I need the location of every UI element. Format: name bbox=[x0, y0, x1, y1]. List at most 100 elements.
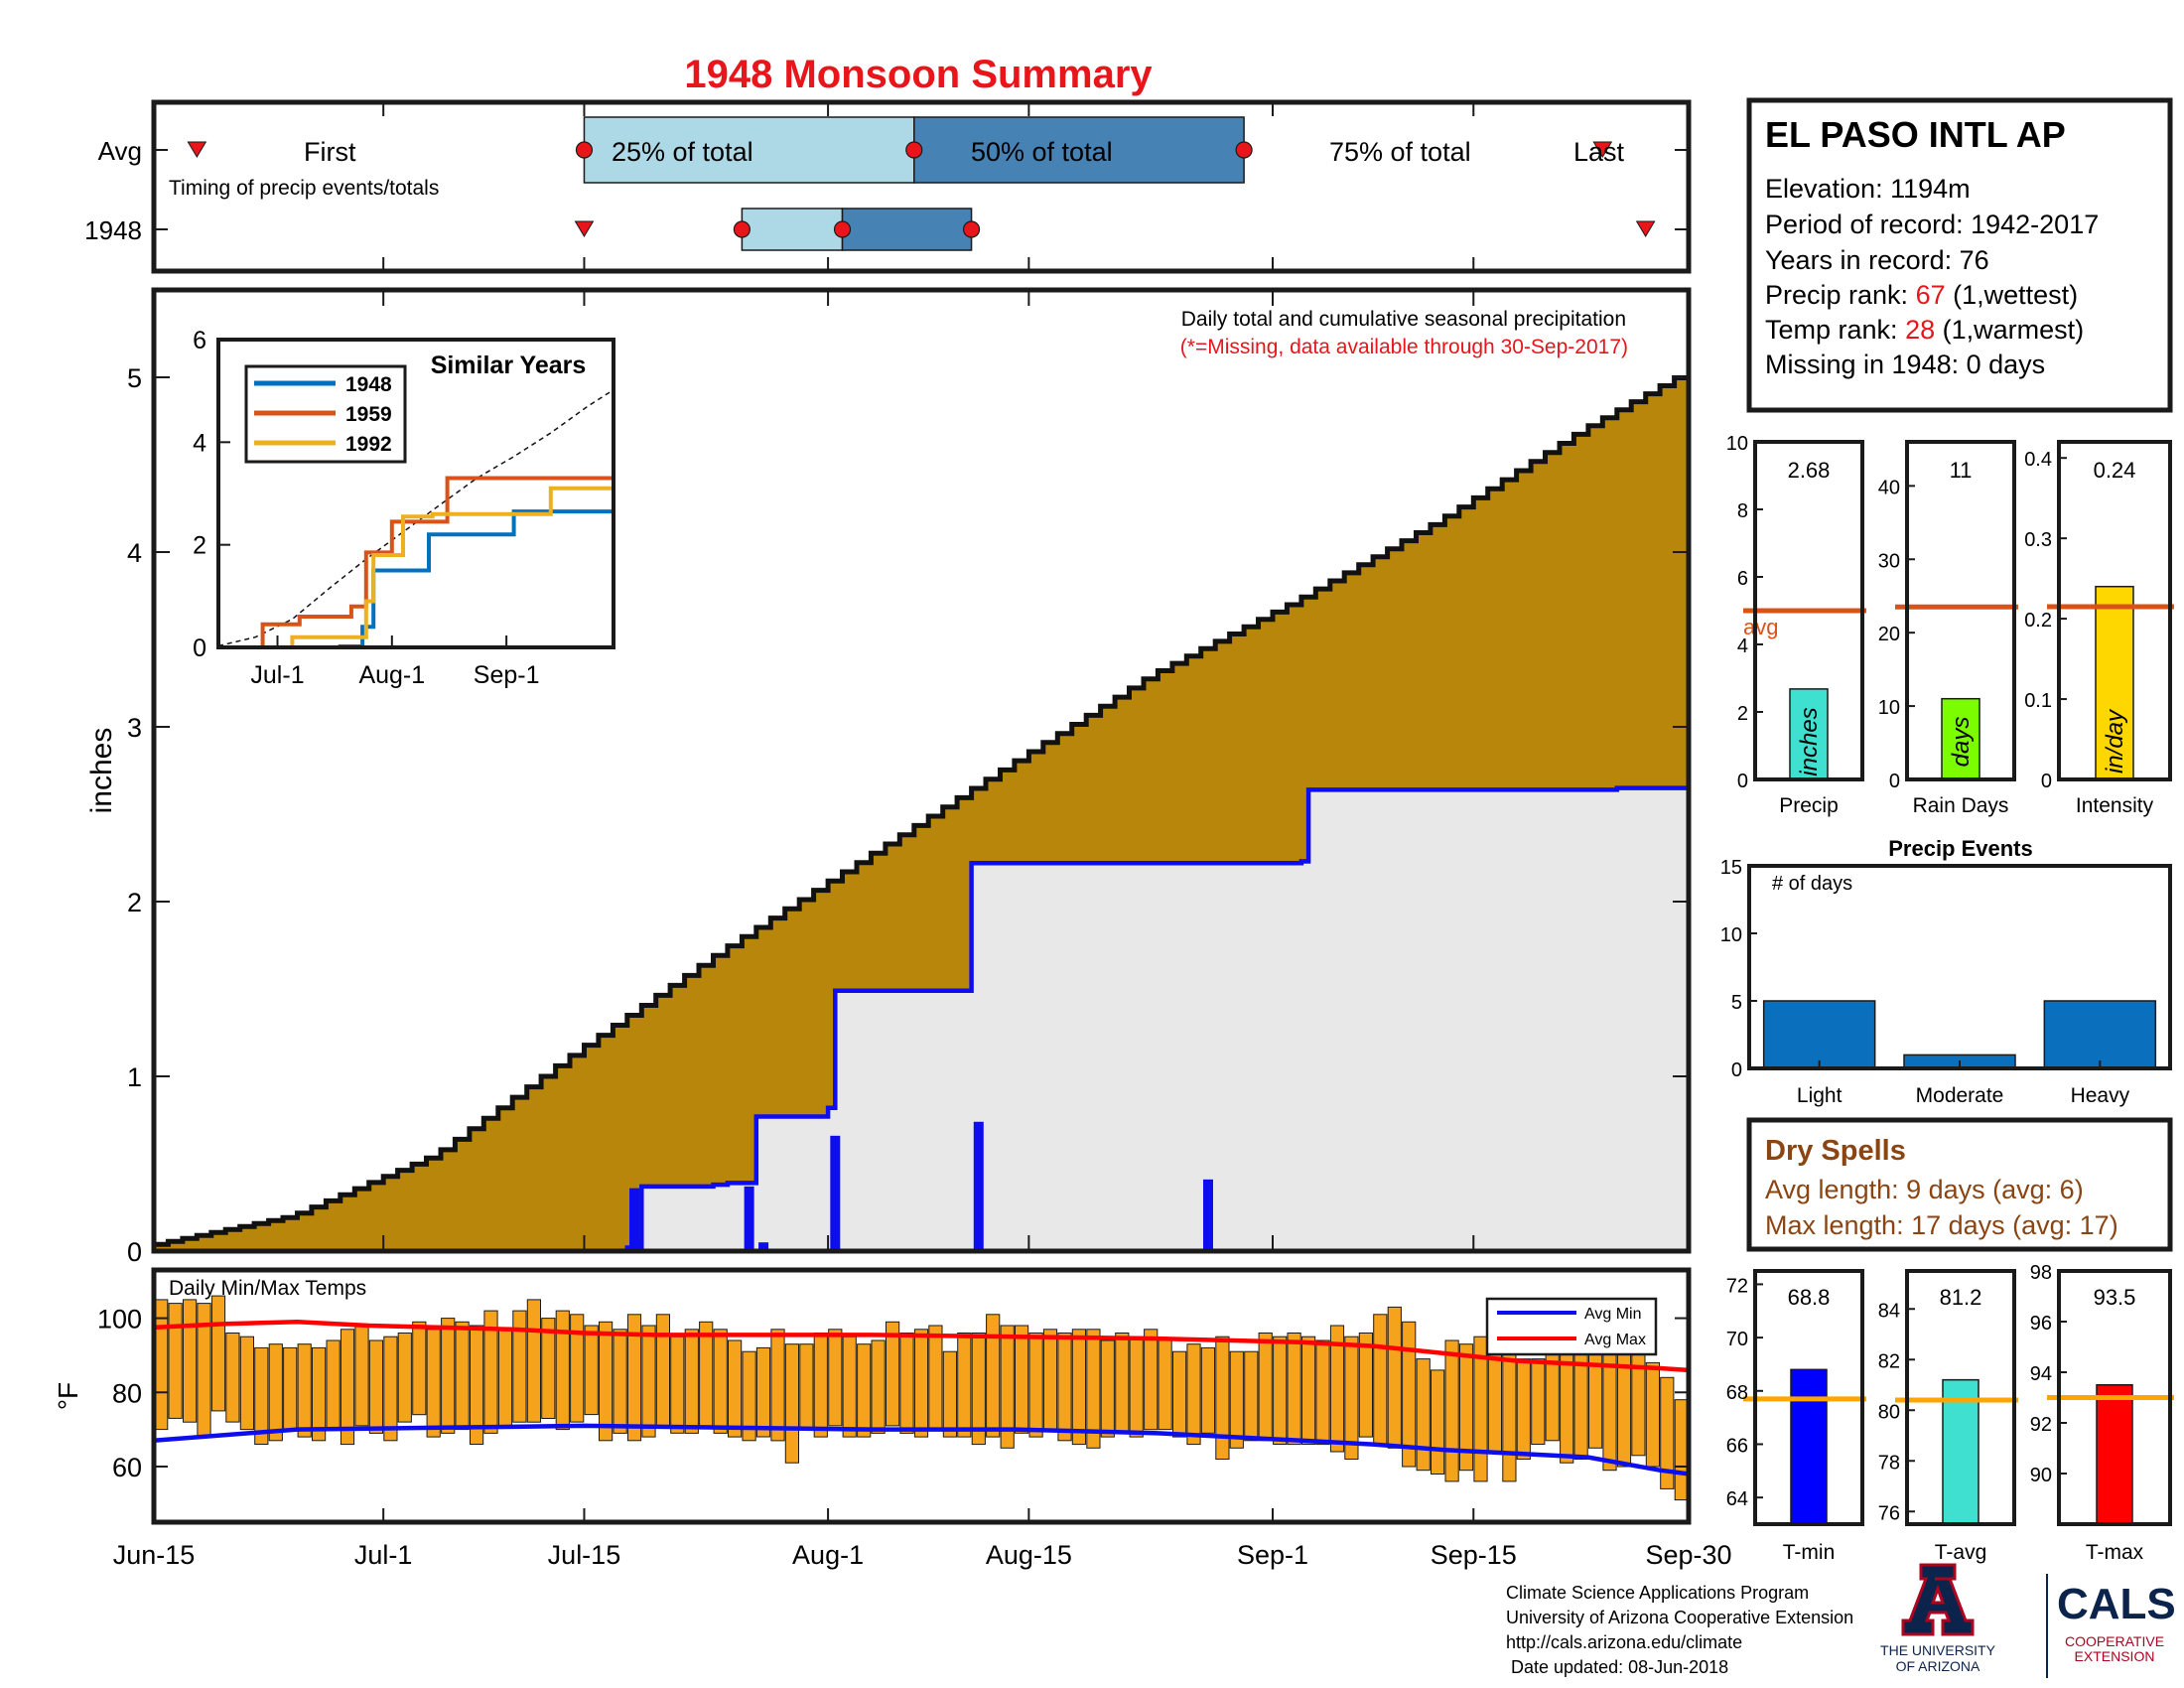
inset-x-tick-label: Jul-1 bbox=[250, 661, 304, 689]
temp-range-bar bbox=[1301, 1336, 1316, 1445]
temp-range-bar bbox=[1645, 1361, 1661, 1468]
temp-range-bar bbox=[1344, 1336, 1359, 1460]
temp-range-bar bbox=[512, 1310, 527, 1423]
panel-value-bar bbox=[1790, 1368, 1828, 1525]
panel-y-tick-label: 0 bbox=[2041, 771, 2052, 792]
inset-line-1992 bbox=[218, 486, 615, 649]
panel-value-bar bbox=[2096, 1384, 2133, 1525]
station-missing: Missing in 1948: 0 days bbox=[1765, 350, 2045, 379]
precip-events-ylabel: # of days bbox=[1772, 873, 1852, 895]
x-tick-label: Sep-1 bbox=[1237, 1540, 1308, 1570]
panel-value-label: 11 bbox=[1950, 458, 1973, 483]
temp-range-bar bbox=[383, 1336, 398, 1442]
panel-frame bbox=[1905, 1269, 2016, 1526]
temp-range-bar bbox=[1015, 1325, 1029, 1434]
temp-range-bar bbox=[397, 1333, 412, 1423]
temp-range-bar bbox=[813, 1333, 828, 1438]
temp-range-bar bbox=[699, 1321, 714, 1427]
avg-min-temp-line bbox=[153, 1423, 1690, 1477]
temp-range-bar bbox=[412, 1321, 427, 1416]
legend-label-avg-max: Avg Max bbox=[1584, 1332, 1646, 1348]
temp-range-bar bbox=[1071, 1329, 1087, 1446]
temp-range-bar bbox=[1373, 1314, 1388, 1446]
main-note-line1: Daily total and cumulative seasonal prec… bbox=[1181, 308, 1626, 331]
panel-avg-label: avg bbox=[1743, 615, 1778, 639]
timing-avg-p50-dot bbox=[905, 141, 923, 159]
main-y-axis-label: inches bbox=[85, 728, 118, 814]
panel-y-tick-label: 80 bbox=[1878, 1401, 1900, 1423]
timing-avg-first-marker bbox=[187, 141, 207, 158]
panel-y-tick-label: 78 bbox=[1878, 1452, 1900, 1474]
timing-year-first-marker bbox=[574, 220, 595, 237]
temp-range-bar bbox=[713, 1329, 728, 1434]
temp-range-bar bbox=[1402, 1321, 1417, 1468]
timing-avg-last-marker bbox=[1592, 141, 1613, 158]
dry-spells-frame bbox=[1746, 1117, 2173, 1252]
timing-avg-box-50-75 bbox=[913, 116, 1245, 184]
temp-range-bar bbox=[426, 1329, 441, 1438]
temp-range-bar bbox=[1516, 1358, 1531, 1460]
temp-range-bar bbox=[755, 1346, 771, 1438]
temp-range-bar bbox=[1215, 1336, 1230, 1460]
temp-range-bar bbox=[670, 1336, 685, 1434]
university-of-arizona-logo: THE UNIVERSITY OF ARIZONA bbox=[1880, 1563, 1996, 1674]
temp-range-bar bbox=[368, 1339, 383, 1434]
panel-y-tick-label: 10 bbox=[1726, 433, 1748, 455]
temp-range-bar bbox=[971, 1333, 986, 1446]
precip-events-y-tick-label: 15 bbox=[1720, 857, 1742, 879]
cumulative-1948-line bbox=[154, 782, 1692, 1254]
x-tick-label: Sep-15 bbox=[1431, 1540, 1517, 1570]
station-info-box: EL PASO INTL AP Elevation: 1194m Period … bbox=[1746, 97, 2173, 413]
cumulative-1948-area bbox=[154, 782, 1689, 1251]
cals-logo-sub1: COOPERATIVE bbox=[2065, 1633, 2164, 1649]
timing-p25-label: 25% of total bbox=[612, 137, 753, 167]
timing-first-label: First bbox=[304, 137, 356, 167]
temp-range-bar bbox=[1531, 1358, 1546, 1445]
temp-range-bar bbox=[312, 1346, 327, 1442]
panel-category-label: T-min bbox=[1783, 1541, 1836, 1564]
temp-range-bar bbox=[986, 1314, 1001, 1438]
timing-panel: Avg 1948 Timing of precip events/totals … bbox=[84, 99, 1692, 274]
ua-logo-line1: THE UNIVERSITY bbox=[1880, 1642, 1996, 1658]
temp-range-bar bbox=[584, 1325, 599, 1416]
panel-y-tick-label: 0.4 bbox=[2024, 449, 2052, 471]
legend-label-1948: 1948 bbox=[345, 373, 392, 396]
precip-events-panel: Precip Events Light Moderate Heavy 0 5 10 15 #… bbox=[1720, 836, 2172, 1107]
cals-logo-sub2: EXTENSION bbox=[2075, 1648, 2155, 1664]
panel-y-tick-label: 94 bbox=[2030, 1363, 2052, 1385]
panel-t-max: 93.5 90 92 94 96 98 T-max bbox=[2030, 1262, 2174, 1564]
temp-range-bar bbox=[799, 1343, 814, 1431]
temp-range-bar bbox=[1158, 1339, 1172, 1431]
temp-legend-box bbox=[1485, 1297, 1658, 1356]
legend-label-avg-min: Avg Min bbox=[1584, 1306, 1642, 1323]
temp-range-bar bbox=[1129, 1336, 1144, 1438]
panel-frame bbox=[2057, 440, 2172, 781]
temp-range-bar bbox=[455, 1321, 470, 1431]
panel-y-tick-label: 0.1 bbox=[2024, 690, 2052, 712]
temp-range-bar bbox=[268, 1343, 283, 1442]
panel-unit-label: in/day bbox=[2102, 708, 2128, 774]
main-y-tick-label: 4 bbox=[127, 538, 142, 568]
temp-range-bar bbox=[613, 1329, 627, 1434]
panel-y-tick-label: 68 bbox=[1726, 1382, 1748, 1404]
timing-year-box-25-50 bbox=[741, 208, 844, 251]
panel-category-label: Intensity bbox=[2076, 794, 2154, 817]
station-years: Years in record: 76 bbox=[1765, 245, 1989, 275]
precip-events-category-label: Moderate bbox=[1916, 1084, 2004, 1107]
daily-precip-bar bbox=[1202, 1179, 1213, 1251]
temp-range-bar bbox=[1244, 1350, 1259, 1442]
precip-events-bar bbox=[2043, 1000, 2157, 1069]
temp-range-bar bbox=[1186, 1343, 1201, 1446]
temp-range-bar bbox=[1416, 1358, 1431, 1472]
temp-plot-frame bbox=[151, 1267, 1692, 1525]
temp-range-bar bbox=[913, 1329, 929, 1438]
timing-year-last-marker bbox=[1635, 220, 1656, 237]
temp-range-bar bbox=[728, 1339, 743, 1438]
x-tick-label: Aug-1 bbox=[792, 1540, 864, 1570]
inset-y-tick-label: 0 bbox=[193, 634, 206, 662]
similar-years-inset: 0 2 4 6 Jul-1 Aug-1 Sep-1 Similar Years 1948 1… bbox=[193, 327, 615, 689]
panel-y-tick-label: 76 bbox=[1878, 1502, 1900, 1524]
dry-spells-title: Dry Spells bbox=[1765, 1135, 1906, 1167]
cals-logo-text: CALS bbox=[2057, 1580, 2176, 1628]
